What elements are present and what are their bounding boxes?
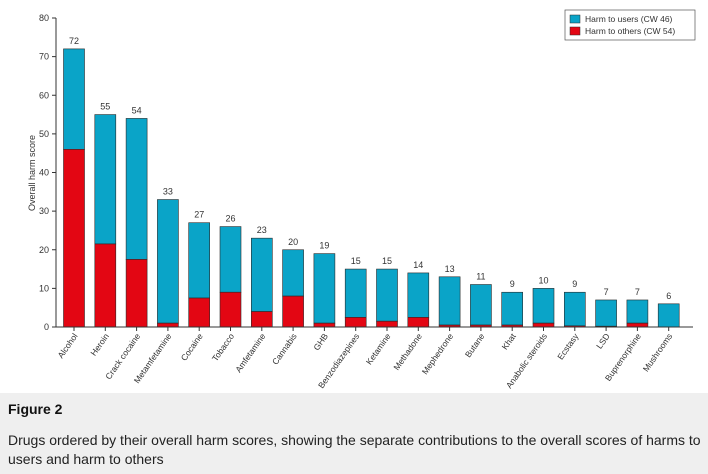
bar-total-label: 27: [194, 210, 204, 220]
bar-total-label: 7: [635, 287, 640, 297]
bar-others-0: [63, 149, 85, 328]
bar-total-label: 9: [510, 279, 515, 289]
bar-users-17: [595, 299, 617, 327]
bars: 72 55 54 33 27 26 23 20 19 15 15 14 13 11 9 10 9 7 7 6: [63, 36, 680, 328]
bar-users-8: [313, 253, 336, 324]
bar-total-label: 7: [604, 287, 609, 297]
figure-panel: 0 10 20 30 40 50 60 70 80 72 55 54 33 27 26 23 20 19 15 15…: [0, 0, 708, 393]
legend-label: Harm to others (CW 54): [585, 26, 675, 36]
x-category-label: Methadone: [391, 331, 424, 372]
bar-others-8: [313, 322, 336, 328]
legend-swatch-users: [569, 14, 581, 24]
bar-users-16: [563, 291, 586, 327]
bar-users-19: [657, 303, 680, 328]
legend-label: Harm to users (CW 46): [585, 14, 673, 24]
x-category-label: Butane: [463, 331, 487, 359]
bar-total-label: 54: [132, 105, 142, 115]
bar-users-7: [282, 249, 304, 297]
bar-users-14: [501, 291, 524, 326]
x-category-label: Alcohol: [55, 331, 79, 360]
bar-others-5: [219, 291, 242, 328]
legend-box: [564, 9, 696, 41]
caption-area: Figure 2 Drugs ordered by their overall …: [0, 393, 708, 474]
x-category-label: GHB: [311, 331, 330, 352]
bar-users-2: [125, 118, 148, 260]
y-tick-label: 20: [39, 245, 49, 255]
bar-total-label: 10: [538, 275, 548, 285]
bar-total-label: 15: [351, 256, 361, 266]
bar-total-label: 23: [257, 225, 267, 235]
bar-users-18: [626, 299, 649, 324]
bar-total-label: 33: [163, 187, 173, 197]
bar-total-label: 19: [319, 241, 329, 251]
bar-users-1: [94, 114, 117, 245]
y-tick-label: 40: [39, 168, 49, 178]
bar-others-9: [344, 317, 367, 328]
figure-label: Figure 2: [8, 401, 63, 417]
y-tick-label: 30: [39, 206, 49, 216]
y-tick-label: 60: [39, 90, 49, 100]
bar-others-7: [282, 295, 304, 328]
bar-others-2: [125, 259, 148, 328]
bar-total-label: 15: [382, 256, 392, 266]
bar-total-label: 26: [225, 214, 235, 224]
y-axis: 0 10 20 30 40 50 60 70 80: [39, 13, 57, 332]
bar-others-1: [94, 243, 117, 328]
x-category-label: Amfetamine: [233, 331, 267, 374]
bar-users-5: [219, 226, 242, 293]
bar-users-12: [438, 276, 461, 326]
bar-others-10: [376, 320, 398, 328]
bar-others-3: [157, 322, 179, 328]
y-tick-label: 70: [39, 52, 49, 62]
bar-users-4: [188, 222, 210, 299]
y-tick-label: 0: [44, 322, 49, 332]
bar-others-15: [532, 322, 555, 328]
bar-users-13: [470, 284, 492, 326]
bar-total-label: 20: [288, 237, 298, 247]
x-category-label: Khat: [500, 331, 519, 352]
bar-others-6: [251, 311, 273, 328]
x-category-label: Ecstasy: [555, 331, 581, 362]
bar-total-label: 14: [413, 260, 423, 270]
bar-users-11: [407, 272, 430, 318]
bar-total-label: 6: [666, 291, 671, 301]
stacked-bar-chart: 0 10 20 30 40 50 60 70 80 72 55 54 33 27 26 23 20 19 15 15…: [27, 9, 696, 390]
bar-users-10: [376, 268, 398, 322]
bar-total-label: 11: [476, 272, 485, 282]
legend-swatch-others: [569, 26, 581, 36]
y-axis-label: Overall harm score: [27, 135, 37, 211]
bar-others-4: [188, 297, 210, 328]
bar-users-15: [532, 288, 555, 324]
x-category-label: Cocaine: [179, 331, 205, 363]
x-category-label: Mushrooms: [641, 331, 675, 373]
bar-users-3: [157, 199, 179, 324]
x-category-label: Mephedrone: [420, 331, 456, 376]
y-tick-label: 50: [39, 129, 49, 139]
y-tick-label: 80: [39, 13, 49, 23]
bar-users-0: [63, 48, 85, 150]
bar-others-11: [407, 317, 430, 328]
bar-total-label: 72: [69, 36, 79, 46]
bar-others-18: [626, 322, 649, 328]
figure-caption: Drugs ordered by their overall harm scor…: [8, 432, 701, 467]
bar-total-label: 9: [572, 279, 577, 289]
x-category-label: Heroin: [88, 331, 111, 357]
y-tick-label: 10: [39, 283, 49, 293]
x-category-label: Cannabis: [270, 331, 299, 366]
legend: Harm to users (CW 46) Harm to others (CW …: [564, 9, 696, 41]
x-category-label: Ketamine: [364, 331, 393, 366]
bar-users-9: [344, 268, 367, 318]
x-category-label: LSD: [594, 331, 612, 350]
bar-users-6: [251, 237, 273, 312]
x-category-label: Tobacco: [210, 331, 237, 363]
bar-total-label: 55: [100, 102, 110, 112]
bar-total-label: 13: [445, 264, 455, 274]
